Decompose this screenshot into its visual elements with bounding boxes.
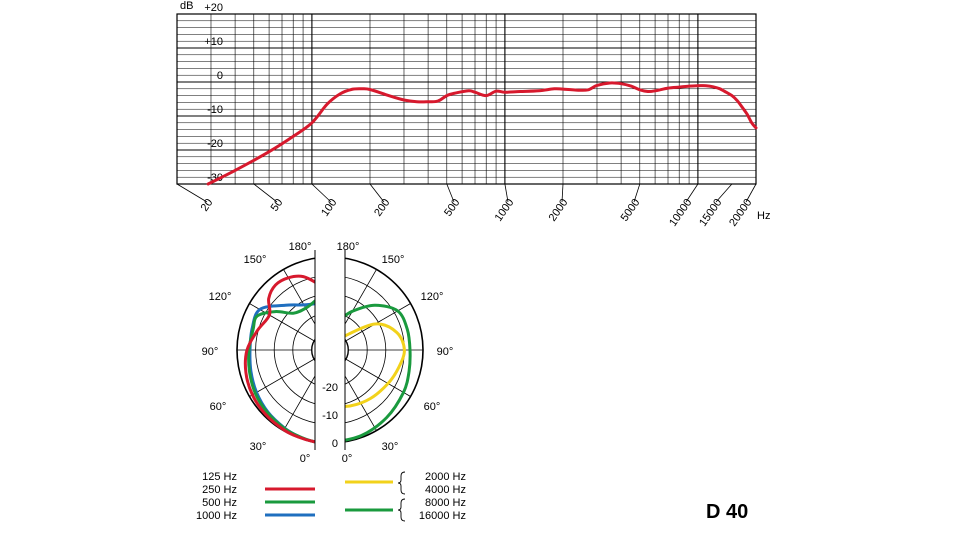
x-tick-label: 500 [442, 197, 462, 219]
x-tick-mark [715, 183, 733, 203]
y-tick-label: +20 [204, 2, 223, 14]
x-tick-label: 2000 [547, 197, 571, 224]
polar-spoke [345, 358, 411, 397]
x-tick-label: 200 [372, 197, 392, 219]
x-tick-mark [561, 183, 564, 203]
angle-label-right: 90° [437, 346, 454, 358]
frequency-response-chart: +20+100-10-20-30 20 50 100 200 500 1000 2000 50… [176, 0, 770, 229]
angle-label-left: 60° [210, 401, 227, 413]
radial-label: -20 [322, 382, 338, 394]
x-tick-mark [685, 183, 699, 203]
angle-label-right: 150° [382, 254, 405, 266]
x-tick-label: 5000 [619, 197, 643, 224]
angle-label-right: 120° [421, 291, 444, 303]
angle-label-left: 90° [202, 346, 219, 358]
y-unit-label: dB [180, 0, 193, 12]
center-strip-fill [312, 250, 348, 450]
response-curve [206, 81, 758, 186]
y-tick-label: +10 [204, 36, 223, 48]
angle-label-right: 0° [342, 453, 353, 465]
x-tick-labels: 20 50 100 200 500 1000 2000 5000 10000 15000 20000 [176, 183, 757, 229]
x-tick-mark [369, 183, 385, 203]
y-tick-label: -20 [207, 138, 223, 150]
polar-spoke [345, 303, 411, 342]
angle-label-left: 120° [209, 291, 232, 303]
legend-label-right: 2000 Hz [425, 471, 466, 483]
legend-label-left: 500 Hz [202, 497, 237, 509]
x-tick-mark [311, 183, 332, 203]
polar-curve-left [243, 274, 332, 445]
polar-pattern-chart: 180° 150° 120° 90° 60° 30° 0° 180° 150° 120° 90° 60… [202, 241, 454, 465]
x-tick-label: 10000 [667, 197, 694, 229]
legend-label-right: 16000 Hz [419, 510, 466, 522]
legend-label-right: 8000 Hz [425, 497, 466, 509]
x-tick-mark [253, 183, 278, 203]
legend-brace [397, 498, 406, 522]
x-unit-label: Hz [757, 210, 770, 222]
y-tick-labels: +20+100-10-20-30 [204, 2, 223, 184]
x-tick-mark [633, 183, 641, 203]
polar-spoke [249, 358, 315, 397]
polar-curve-right [328, 322, 406, 408]
frequency-series [206, 81, 758, 186]
legend-label-left: 1000 Hz [196, 510, 237, 522]
x-tick-label: 100 [319, 197, 339, 219]
plot-frame [176, 13, 757, 185]
radial-label: -10 [322, 410, 338, 422]
x-tick-label: 20 [199, 197, 216, 214]
angle-label-right: 60° [424, 401, 441, 413]
angle-label-left: 180° [289, 241, 312, 253]
x-tick-label: 20000 [727, 197, 754, 229]
angle-label-left: 0° [300, 453, 311, 465]
legend-brace [397, 471, 406, 495]
y-tick-label: -10 [207, 104, 223, 116]
polar-curve-right [328, 303, 412, 445]
polar-series [243, 274, 412, 445]
angle-label-right: 30° [382, 441, 399, 453]
polar-angle-labels: 180° 150° 120° 90° 60° 30° 0° 180° 150° 120° 90° 60… [202, 241, 454, 465]
x-tick-mark [446, 183, 455, 203]
polar-radial-labels: 0 -10 -20 [322, 382, 338, 450]
model-label: D 40 [706, 501, 748, 523]
y-tick-label: 0 [217, 70, 223, 82]
frequency-grid [176, 13, 757, 185]
polar-center-strip [312, 250, 348, 450]
x-tick-mark [504, 183, 509, 203]
angle-label-right: 180° [337, 241, 360, 253]
radial-label: 0 [332, 438, 338, 450]
x-tick-label: 1000 [493, 197, 517, 224]
angle-label-left: 150° [244, 254, 267, 266]
legend-label-right: 4000 Hz [425, 484, 466, 496]
legend-label-left: 250 Hz [202, 484, 237, 496]
legend-label-left: 125 Hz [202, 471, 237, 483]
x-tick-mark [745, 183, 757, 203]
x-tick-mark [176, 183, 208, 203]
x-tick-label: 15000 [697, 197, 724, 229]
x-tick-label: 50 [269, 197, 286, 214]
angle-label-left: 30° [250, 441, 267, 453]
